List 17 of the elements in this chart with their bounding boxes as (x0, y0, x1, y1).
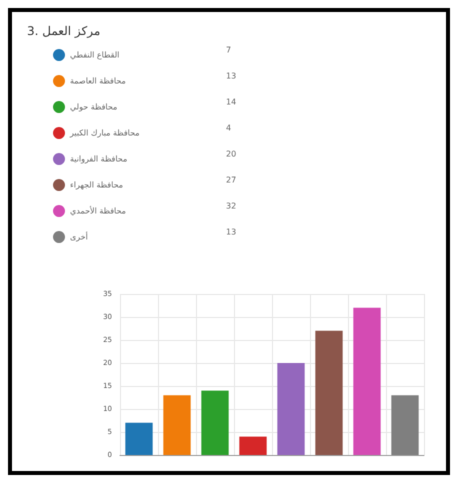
legend-label: محافظة الفروانية (70, 154, 128, 164)
text: 14 (226, 98, 236, 106)
chart-title: 3. مركز العمل (27, 24, 100, 38)
text: 13 (226, 72, 236, 80)
legend-label: القطاع النفطي (70, 50, 120, 60)
text: 13 (226, 228, 236, 236)
legend-label: محافظة مبارك الكبير (69, 128, 140, 138)
legend-label: محافظة الأحمدي (70, 206, 126, 216)
text: 27 (226, 176, 236, 184)
text: 20 (226, 150, 236, 158)
legend-label: محافظة العاصمة (70, 76, 126, 86)
legend-label: أخرى (70, 232, 88, 242)
text: 7 (226, 46, 232, 54)
legend-label: محافظة حولي (70, 102, 118, 112)
text: 4 (226, 124, 232, 132)
text: 32 (226, 202, 236, 210)
legend-label: محافظة الجهراء (70, 180, 124, 190)
